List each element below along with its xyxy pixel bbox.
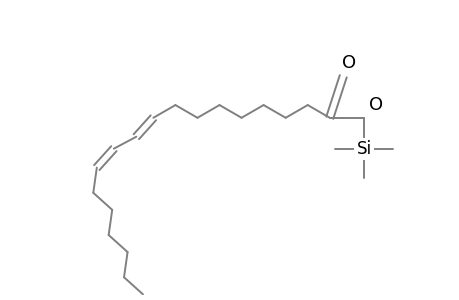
Text: O: O (341, 54, 356, 72)
Text: O: O (369, 96, 383, 114)
Text: Si: Si (356, 140, 371, 158)
